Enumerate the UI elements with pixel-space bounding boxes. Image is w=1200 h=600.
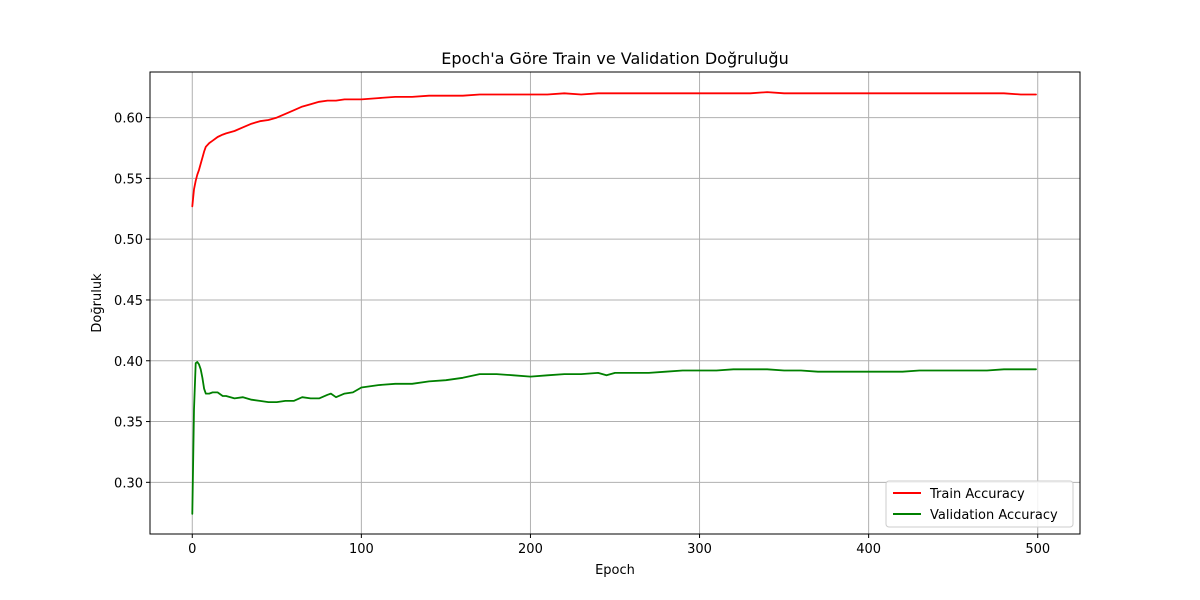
series-line-train bbox=[191, 91, 1037, 208]
y-tick-label: 0.50 bbox=[114, 233, 143, 248]
y-tick-label: 0.45 bbox=[114, 294, 143, 309]
x-tick-label: 400 bbox=[856, 542, 881, 557]
series-lines bbox=[191, 91, 1037, 515]
plot-area-frame bbox=[149, 71, 1081, 535]
y-tick-label: 0.30 bbox=[114, 476, 143, 491]
y-tick-label: 0.60 bbox=[114, 112, 143, 127]
y-tick-label: 0.35 bbox=[114, 416, 143, 431]
axis-ticks: 0 100 200 300 400 500 0.30 0.35 0.40 0.45 0.50 0.55… bbox=[114, 112, 1050, 557]
series-line-validation bbox=[191, 361, 1037, 515]
chart-title: Epoch'a Göre Train ve Validation Doğrulu… bbox=[441, 49, 788, 68]
y-tick-label: 0.55 bbox=[114, 172, 143, 187]
x-tick-label: 100 bbox=[349, 542, 374, 557]
y-axis-title: Doğruluk bbox=[90, 273, 105, 333]
x-tick-label: 0 bbox=[188, 542, 196, 557]
x-axis-title: Epoch bbox=[595, 563, 635, 578]
x-tick-label: 200 bbox=[518, 542, 543, 557]
legend-label-validation: Validation Accuracy bbox=[930, 508, 1058, 523]
legend-box bbox=[885, 480, 1074, 528]
y-tick-label: 0.40 bbox=[114, 355, 143, 370]
legend: Train Accuracy Validation Accuracy bbox=[885, 480, 1074, 528]
legend-label-train: Train Accuracy bbox=[929, 487, 1025, 502]
x-tick-label: 500 bbox=[1025, 542, 1050, 557]
x-tick-label: 300 bbox=[687, 542, 712, 557]
